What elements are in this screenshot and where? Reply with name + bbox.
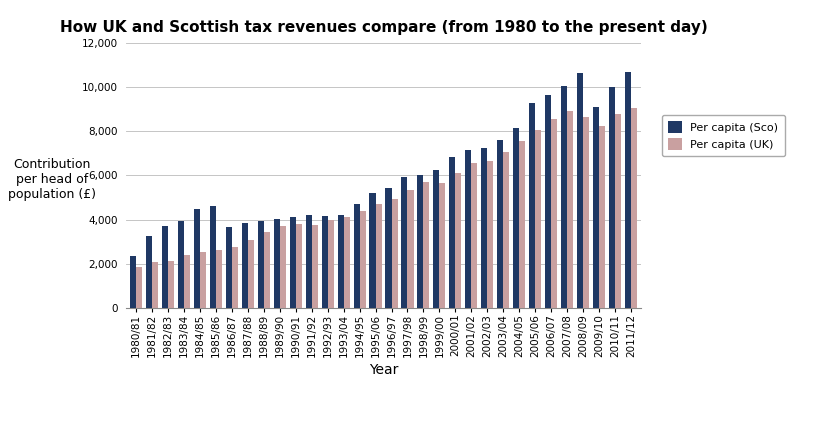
- Bar: [136, 267, 142, 308]
- Bar: [360, 211, 366, 308]
- Bar: [599, 126, 605, 308]
- Bar: [583, 117, 589, 308]
- Bar: [450, 157, 455, 308]
- Bar: [529, 103, 535, 308]
- Bar: [295, 224, 302, 308]
- Bar: [194, 209, 200, 308]
- Bar: [385, 187, 392, 308]
- Bar: [545, 95, 551, 308]
- Bar: [168, 261, 174, 308]
- Bar: [226, 227, 232, 308]
- Bar: [535, 130, 541, 308]
- Bar: [401, 177, 407, 308]
- Bar: [392, 199, 397, 308]
- Bar: [487, 161, 494, 308]
- Bar: [242, 223, 248, 308]
- Bar: [232, 247, 238, 308]
- Bar: [248, 240, 254, 308]
- Bar: [567, 111, 573, 308]
- Bar: [417, 175, 424, 308]
- Bar: [338, 215, 344, 308]
- Bar: [258, 221, 264, 308]
- Bar: [162, 226, 168, 308]
- Title: How UK and Scottish tax revenues compare (from 1980 to the present day): How UK and Scottish tax revenues compare…: [60, 20, 707, 35]
- Bar: [503, 152, 509, 308]
- Bar: [200, 252, 206, 308]
- Bar: [433, 170, 439, 308]
- Bar: [312, 225, 317, 308]
- Bar: [455, 173, 461, 308]
- Bar: [322, 217, 328, 308]
- Bar: [577, 73, 583, 308]
- Bar: [551, 119, 557, 308]
- Bar: [328, 220, 334, 308]
- Bar: [344, 217, 350, 308]
- Bar: [353, 204, 360, 308]
- Bar: [146, 236, 152, 308]
- Bar: [152, 262, 158, 308]
- Text: Contribution
per head of
population (£): Contribution per head of population (£): [8, 158, 96, 201]
- Bar: [130, 256, 136, 308]
- Bar: [561, 86, 567, 308]
- Bar: [472, 163, 477, 308]
- Bar: [290, 217, 295, 308]
- Bar: [497, 140, 503, 308]
- Bar: [375, 204, 382, 308]
- Bar: [178, 221, 184, 308]
- Bar: [625, 71, 631, 308]
- Bar: [264, 232, 270, 308]
- Bar: [280, 226, 286, 308]
- Bar: [593, 107, 599, 308]
- Bar: [513, 128, 519, 308]
- Bar: [424, 182, 429, 308]
- Bar: [439, 183, 446, 308]
- Bar: [615, 113, 621, 308]
- Bar: [216, 250, 222, 308]
- Bar: [481, 148, 487, 308]
- Bar: [210, 206, 216, 308]
- Bar: [184, 255, 190, 308]
- Bar: [609, 87, 615, 308]
- Bar: [631, 108, 637, 308]
- Bar: [465, 150, 472, 308]
- Bar: [370, 193, 375, 308]
- Bar: [306, 215, 312, 308]
- Legend: Per capita (Sco), Per capita (UK): Per capita (Sco), Per capita (UK): [662, 115, 785, 157]
- Bar: [273, 219, 280, 308]
- X-axis label: Year: Year: [369, 363, 398, 377]
- Bar: [519, 141, 526, 308]
- Bar: [407, 190, 414, 308]
